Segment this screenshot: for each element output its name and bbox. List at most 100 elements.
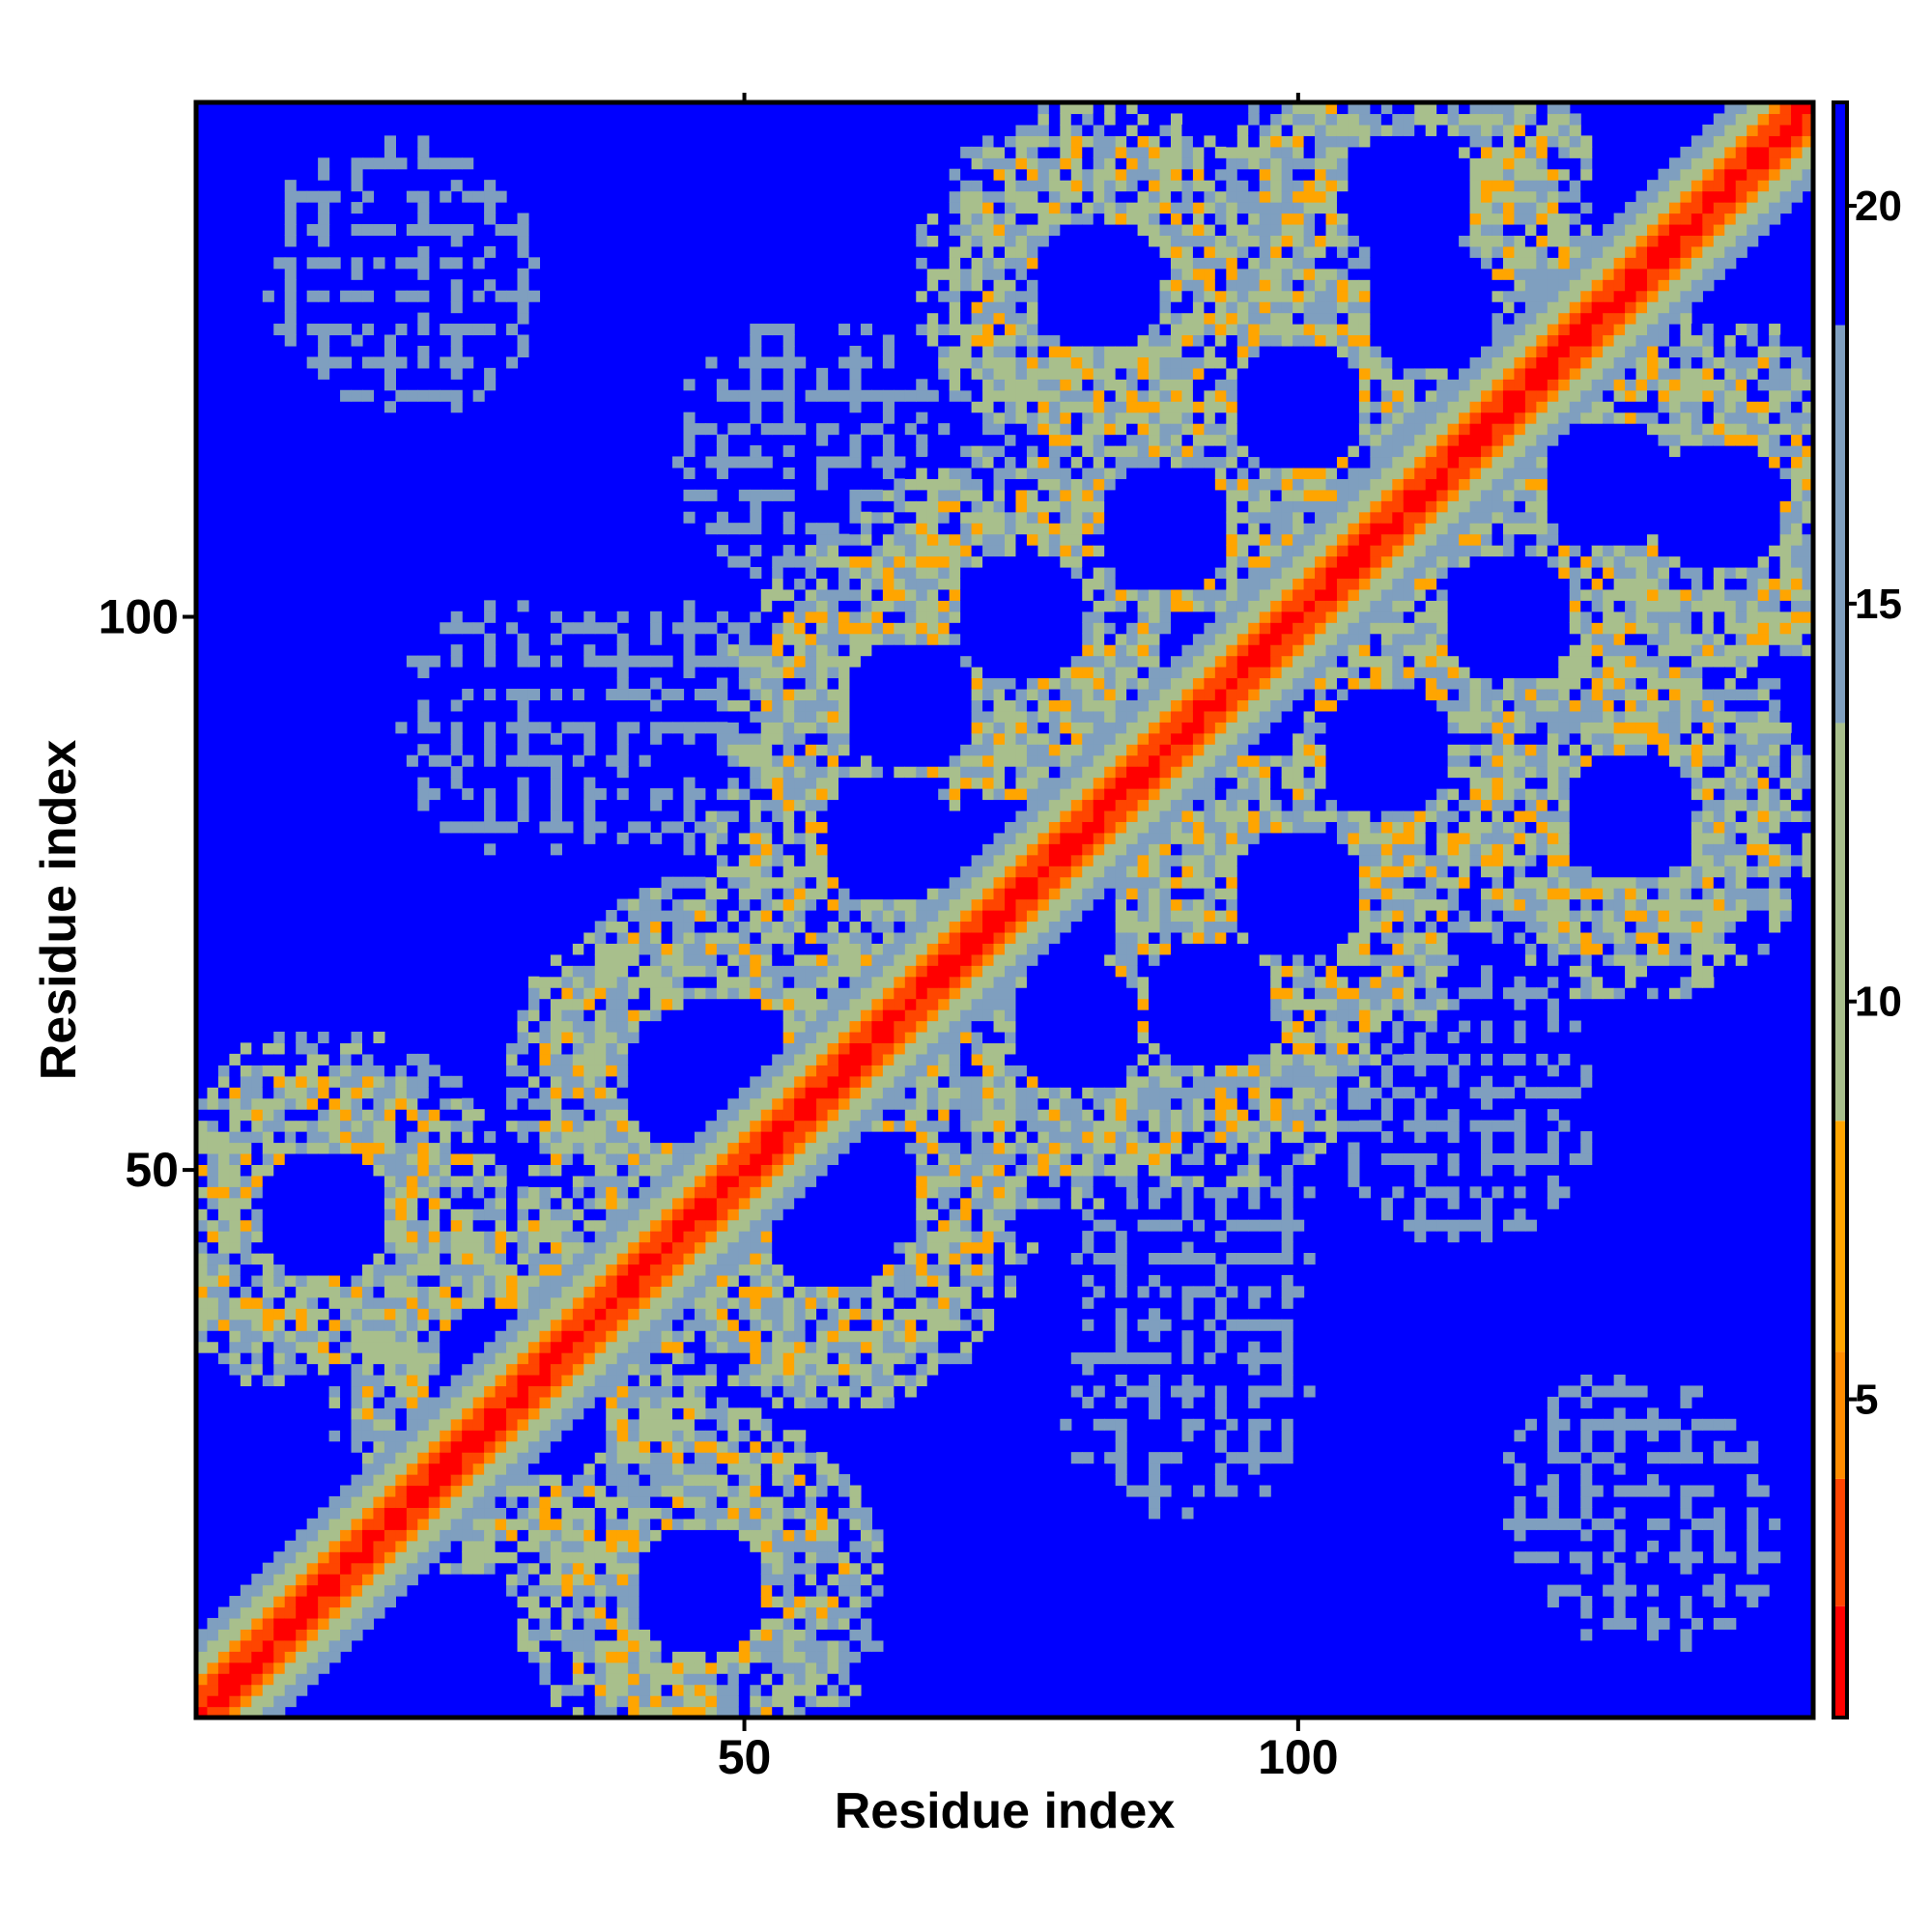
heatmap-cell — [750, 1495, 762, 1509]
heatmap-cell — [373, 1120, 385, 1132]
heatmap-cell — [273, 1053, 286, 1065]
heatmap-cell — [340, 1617, 353, 1630]
heatmap-cell — [361, 1186, 375, 1199]
heatmap-cell — [916, 434, 928, 446]
heatmap-cell — [373, 1385, 385, 1398]
heatmap-cell — [417, 1164, 430, 1177]
heatmap-cell — [716, 699, 728, 712]
heatmap-cell — [395, 1474, 408, 1487]
heatmap-cell — [395, 1152, 408, 1165]
heatmap-cell — [904, 799, 917, 811]
heatmap-cell — [672, 1330, 685, 1343]
heatmap-cell — [650, 1120, 663, 1132]
heatmap-cell — [550, 1430, 562, 1442]
heatmap-cell — [207, 1219, 219, 1232]
heatmap-cell — [683, 1495, 696, 1509]
heatmap-cell — [639, 931, 651, 944]
heatmap-cell — [572, 1131, 584, 1144]
heatmap-cell — [694, 1474, 707, 1487]
heatmap-cell — [472, 1540, 485, 1552]
heatmap-cell — [882, 799, 895, 811]
heatmap-cell — [683, 1430, 696, 1442]
heatmap-cell — [606, 1264, 618, 1276]
heatmap-cell — [683, 1042, 696, 1055]
heatmap-cell — [738, 943, 751, 955]
heatmap-cell — [351, 1617, 363, 1630]
heatmap-cell — [361, 1562, 375, 1575]
heatmap-cell — [772, 1152, 784, 1165]
heatmap-cell — [860, 324, 873, 336]
heatmap-cell — [472, 1164, 485, 1177]
heatmap-cell — [417, 1452, 430, 1464]
heatmap-cell — [606, 910, 618, 923]
heatmap-cell — [782, 1463, 795, 1475]
heatmap-cell — [705, 1197, 718, 1209]
heatmap-cell — [484, 1241, 497, 1254]
heatmap-cell — [639, 1396, 651, 1408]
heatmap-cell — [351, 1418, 363, 1431]
heatmap-cell — [782, 1452, 795, 1464]
heatmap-cell — [882, 931, 895, 944]
heatmap-cell — [794, 1430, 807, 1442]
heatmap-cell — [229, 1087, 242, 1099]
heatmap-cell — [639, 965, 651, 978]
heatmap-cell — [650, 1695, 663, 1708]
heatmap-cell — [616, 1330, 629, 1343]
heatmap-cell — [472, 1208, 485, 1221]
heatmap-cell — [672, 1065, 685, 1077]
heatmap-cell — [738, 754, 751, 767]
heatmap-cell — [727, 998, 740, 1010]
heatmap-cell — [816, 1485, 829, 1497]
heatmap-cell — [616, 667, 629, 679]
heatmap-cell — [916, 1219, 928, 1232]
heatmap-cell — [340, 1197, 353, 1209]
heatmap-cell — [583, 1042, 596, 1055]
heatmap-cell — [550, 1529, 562, 1542]
heatmap-cell — [450, 157, 463, 170]
heatmap-cell — [450, 1330, 463, 1343]
heatmap-cell — [395, 1219, 408, 1232]
heatmap-cell — [273, 1374, 286, 1387]
heatmap-cell — [816, 1551, 829, 1564]
heatmap-cell — [594, 1319, 607, 1331]
heatmap-cell — [351, 1540, 363, 1552]
heatmap-cell — [550, 1695, 562, 1708]
heatmap-cell — [882, 345, 895, 357]
heatmap-cell — [860, 1584, 873, 1597]
heatmap-cell — [240, 1142, 252, 1154]
heatmap-cell — [894, 1065, 906, 1077]
heatmap-cell — [849, 1197, 862, 1209]
heatmap-cell — [406, 223, 418, 237]
heatmap-cell — [616, 1584, 629, 1597]
heatmap-cell — [716, 1031, 728, 1044]
heatmap-cell — [849, 1396, 862, 1408]
heatmap-cell — [572, 1341, 584, 1353]
heatmap-cell — [705, 1274, 718, 1287]
heatmap-cell — [628, 1175, 640, 1187]
heatmap-cell — [395, 1231, 408, 1243]
heatmap-cell — [849, 1253, 862, 1265]
heatmap-cell — [284, 1684, 297, 1696]
heatmap-cell — [750, 1430, 762, 1442]
heatmap-cell — [594, 1584, 607, 1597]
heatmap-cell — [882, 1231, 895, 1243]
heatmap-cell — [716, 1042, 728, 1055]
heatmap-cell — [384, 1407, 396, 1420]
heatmap-cell — [606, 1529, 618, 1542]
heatmap-cell — [871, 1142, 884, 1154]
heatmap-cell — [916, 1131, 928, 1144]
heatmap-cell — [296, 1219, 308, 1232]
heatmap-cell — [827, 600, 839, 612]
heatmap-cell — [916, 1186, 928, 1199]
heatmap-cell — [628, 1363, 640, 1376]
heatmap-cell — [894, 699, 906, 712]
heatmap-cell — [306, 1152, 319, 1165]
heatmap-cell — [816, 467, 829, 479]
heatmap-cell — [760, 1485, 773, 1497]
heatmap-cell — [816, 888, 829, 900]
heatmap-cell — [440, 1452, 452, 1464]
heatmap-cell — [871, 523, 884, 535]
heatmap-cell — [616, 965, 629, 978]
heatmap-cell — [738, 1639, 751, 1652]
heatmap-cell — [594, 1396, 607, 1408]
